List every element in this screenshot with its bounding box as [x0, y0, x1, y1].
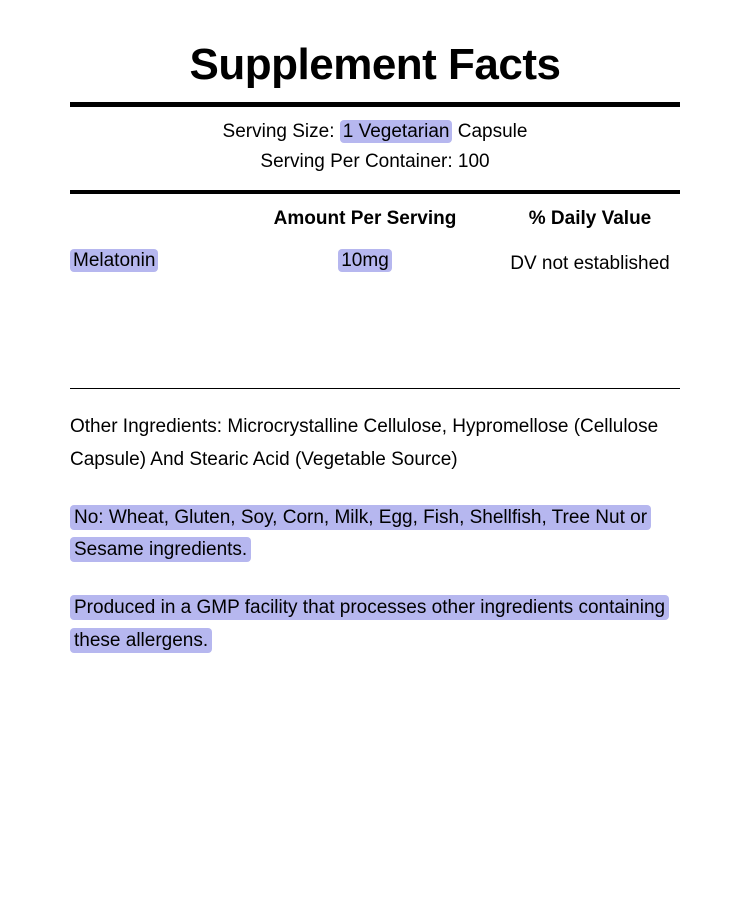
allergen-free-line: No: Wheat, Gluten, Soy, Corn, Milk, Egg,… [70, 502, 680, 567]
other-ingredients: Other Ingredients: Microcrystalline Cell… [70, 411, 680, 476]
ingredient-row: Melatonin 10mg DV not established [70, 240, 680, 289]
serving-size-prefix: Serving Size: [223, 121, 340, 142]
serving-per-container: Serving Per Container: 100 [70, 147, 680, 177]
table-headers: Amount Per Serving % Daily Value [70, 194, 680, 240]
ingredient-amount: 10mg [338, 249, 392, 272]
serving-block: Serving Size: 1 Vegetarian Capsule Servi… [70, 107, 680, 190]
facility-line: Produced in a GMP facility that processe… [70, 592, 680, 657]
serving-size-suffix: Capsule [452, 121, 527, 142]
serving-size-highlight: 1 Vegetarian [340, 120, 453, 143]
allergen-free: No: Wheat, Gluten, Soy, Corn, Milk, Egg,… [70, 505, 651, 562]
ingredient-amount-cell: 10mg [230, 250, 500, 279]
header-blank [70, 208, 230, 230]
notes-section: Other Ingredients: Microcrystalline Cell… [70, 389, 680, 657]
ingredient-dv: DV not established [500, 250, 680, 279]
header-dv: % Daily Value [500, 208, 680, 230]
ingredient-name-cell: Melatonin [70, 250, 230, 279]
title: Supplement Facts [70, 40, 680, 90]
serving-size-line: Serving Size: 1 Vegetarian Capsule [70, 117, 680, 147]
header-amount: Amount Per Serving [230, 208, 500, 230]
ingredient-name: Melatonin [70, 249, 158, 272]
spacer [70, 288, 680, 388]
facility-note: Produced in a GMP facility that processe… [70, 595, 669, 652]
